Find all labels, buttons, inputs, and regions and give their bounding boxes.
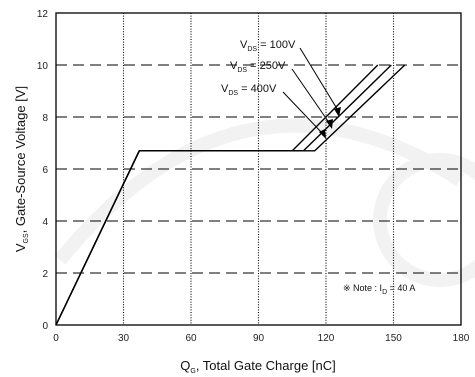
series-annotations: VDS = 100V VDS = 250V VDS = 400V (221, 39, 341, 139)
series-line-0 (55, 64, 379, 326)
series-label-250v: VDS = 250V (230, 60, 286, 74)
arrowhead-250v (326, 119, 333, 129)
arrow-100v (299, 47, 340, 113)
series-line-2 (55, 64, 406, 326)
x-axis-title: QG, Total Gate Charge [nC] (180, 358, 336, 375)
series-label-400v: VDS = 400V (221, 83, 277, 97)
x-tick-label: 150 (385, 333, 402, 344)
y-tick-label: 2 (42, 269, 48, 280)
x-tick-label: 30 (118, 333, 130, 344)
y-tick-label: 6 (42, 165, 48, 176)
plot-frame (55, 12, 462, 326)
arrow-400v (282, 91, 324, 135)
grid (56, 13, 461, 325)
series-line-1 (55, 64, 392, 326)
tick-labels: 0 30 60 90 120 150 180 0 2 4 6 8 10 12 (37, 9, 470, 344)
watermark (54, 118, 475, 287)
arrowhead-400v (319, 129, 326, 139)
y-tick-label: 0 (42, 321, 48, 332)
arrow-250v (291, 68, 331, 125)
series-label-100v: VDS = 100V (240, 39, 296, 53)
x-tick-label: 60 (185, 333, 197, 344)
arrowhead-100v (334, 107, 341, 117)
test-condition-note: ※ Note : ID = 40 A (343, 283, 415, 296)
y-tick-label: 4 (42, 217, 48, 228)
x-tick-label: 120 (318, 333, 335, 344)
y-tick-label: 12 (37, 9, 49, 20)
y-tick-label: 8 (42, 113, 48, 124)
x-tick-label: 180 (453, 333, 470, 344)
x-tick-label: 90 (253, 333, 265, 344)
x-tick-label: 0 (53, 333, 59, 344)
y-tick-label: 10 (37, 61, 49, 72)
series-lines (55, 64, 406, 326)
y-axis-title: VGS, Gate-Source Voltage [V] (13, 86, 30, 252)
